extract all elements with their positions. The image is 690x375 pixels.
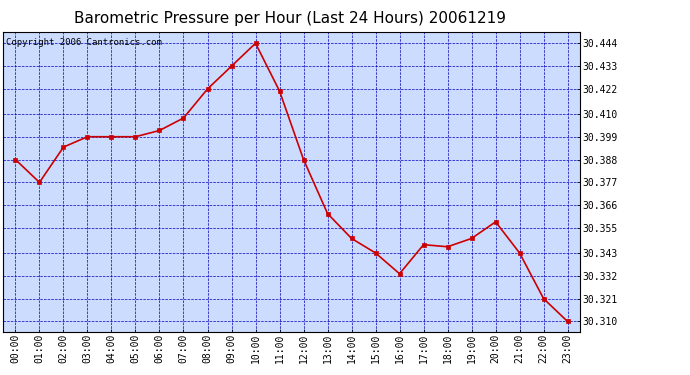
Text: Barometric Pressure per Hour (Last 24 Hours) 20061219: Barometric Pressure per Hour (Last 24 Ho… — [74, 11, 506, 26]
Text: Copyright 2006 Cantronics.com: Copyright 2006 Cantronics.com — [6, 38, 162, 47]
